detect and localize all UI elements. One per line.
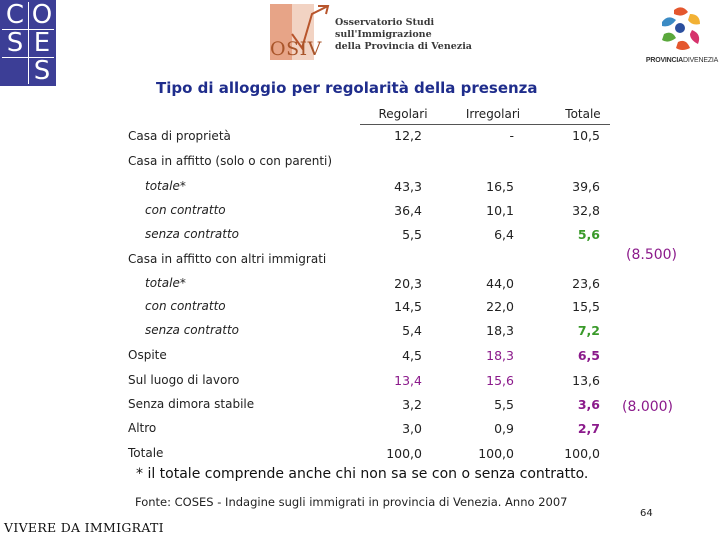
cell-irregolari: 22,0 [486, 299, 514, 314]
row-label: con contratto [145, 203, 226, 217]
cell-regolari: 13,4 [394, 373, 422, 388]
row-label: totale* [145, 179, 186, 193]
cell-irregolari: 6,4 [494, 227, 514, 242]
provincia-logo-icon [662, 7, 700, 50]
osiv-abbrev: OSIV [270, 38, 322, 60]
cell-regolari: 14,5 [394, 299, 422, 314]
row-label: con contratto [145, 299, 226, 313]
row-label: Senza dimora stabile [128, 397, 255, 411]
row-label: Altro [128, 421, 157, 435]
cell-totale: 32,8 [572, 203, 600, 218]
osiv-name: Osservatorio Studi sull'Immigrazione del… [335, 17, 495, 53]
cell-totale: 15,5 [572, 299, 600, 314]
cell-irregolari: 0,9 [494, 421, 514, 436]
section-label: Casa in affitto (solo o con parenti) [128, 154, 333, 168]
page-title: Tipo di alloggio per regolarità della pr… [156, 79, 538, 97]
osiv-name-line: sull'Immigrazione [335, 29, 432, 40]
cell-irregolari: 16,5 [486, 179, 514, 194]
cell-totale: 39,6 [572, 179, 600, 194]
cell-irregolari: 18,3 [486, 323, 514, 338]
cell-totale: 10,5 [572, 128, 600, 143]
header-divider [360, 124, 610, 125]
cell-irregolari: - [509, 128, 514, 143]
cell-regolari: 12,2 [394, 128, 422, 143]
cell-irregolari: 10,1 [486, 203, 514, 218]
cell-regolari: 3,0 [402, 421, 422, 436]
cell-irregolari: 100,0 [478, 446, 514, 461]
osiv-logo-graphic [270, 4, 330, 60]
cell-regolari: 36,4 [394, 203, 422, 218]
cell-totale: 7,2 [577, 323, 600, 338]
cell-totale: 5,6 [577, 227, 600, 242]
page-number: 64 [640, 508, 653, 519]
coses-letter: E [33, 28, 51, 58]
cell-regolari: 100,0 [386, 446, 422, 461]
cell-regolari: 43,3 [394, 179, 422, 194]
row-label: Ospite [128, 348, 167, 362]
cell-regolari: 5,5 [402, 227, 422, 242]
row-label: Totale [128, 446, 164, 460]
cell-regolari: 20,3 [394, 276, 422, 291]
cell-totale: 23,6 [572, 276, 600, 291]
col-header-regolari: Regolari [378, 107, 428, 121]
cell-irregolari: 44,0 [486, 276, 514, 291]
coses-letter: S [33, 56, 51, 86]
row-label: totale* [145, 276, 186, 290]
row-label: Casa di proprietà [128, 129, 231, 143]
osiv-name-line: della Provincia di Venezia [335, 41, 472, 52]
annotation-count: (8.000) [622, 399, 674, 415]
cell-regolari: 5,4 [402, 323, 422, 338]
osiv-name-line: Osservatorio Studi [335, 17, 435, 28]
cell-totale: 100,0 [564, 446, 600, 461]
cell-totale: 13,6 [572, 373, 600, 388]
cell-totale: 3,6 [577, 397, 600, 412]
cell-irregolari: 15,6 [486, 373, 514, 388]
footnote: * il totale comprende anche chi non sa s… [136, 466, 589, 482]
row-label: senza contratto [145, 323, 239, 337]
coses-logo: C O S E S [0, 0, 56, 86]
row-label: senza contratto [145, 227, 239, 241]
footer-title: VIVERE DA IMMIGRATI [4, 520, 164, 535]
annotation-count: (8.500) [626, 247, 678, 263]
cell-totale: 6,5 [577, 348, 600, 363]
col-header-totale: Totale [565, 107, 601, 121]
provincia-bold: PROVINCIA [645, 57, 683, 64]
coses-letter: S [6, 28, 24, 58]
cell-regolari: 4,5 [402, 348, 422, 363]
coses-letter: C [5, 0, 25, 30]
section-label: Casa in affitto con altri immigrati [128, 252, 327, 266]
cell-totale: 2,7 [577, 421, 600, 436]
cell-irregolari: 5,5 [494, 397, 514, 412]
cell-irregolari: 18,3 [486, 348, 514, 363]
source-note: Fonte: COSES - Indagine sugli immigrati … [135, 495, 568, 509]
col-header-irregolari: Irregolari [465, 107, 521, 121]
provincia-logo-text: PROVINCIADIVENEZIA [645, 57, 719, 64]
row-label: Sul luogo di lavoro [128, 373, 240, 387]
provincia-rest: DIVENEZIA [682, 57, 719, 64]
cell-regolari: 3,2 [402, 397, 422, 412]
coses-letter: O [31, 0, 53, 30]
